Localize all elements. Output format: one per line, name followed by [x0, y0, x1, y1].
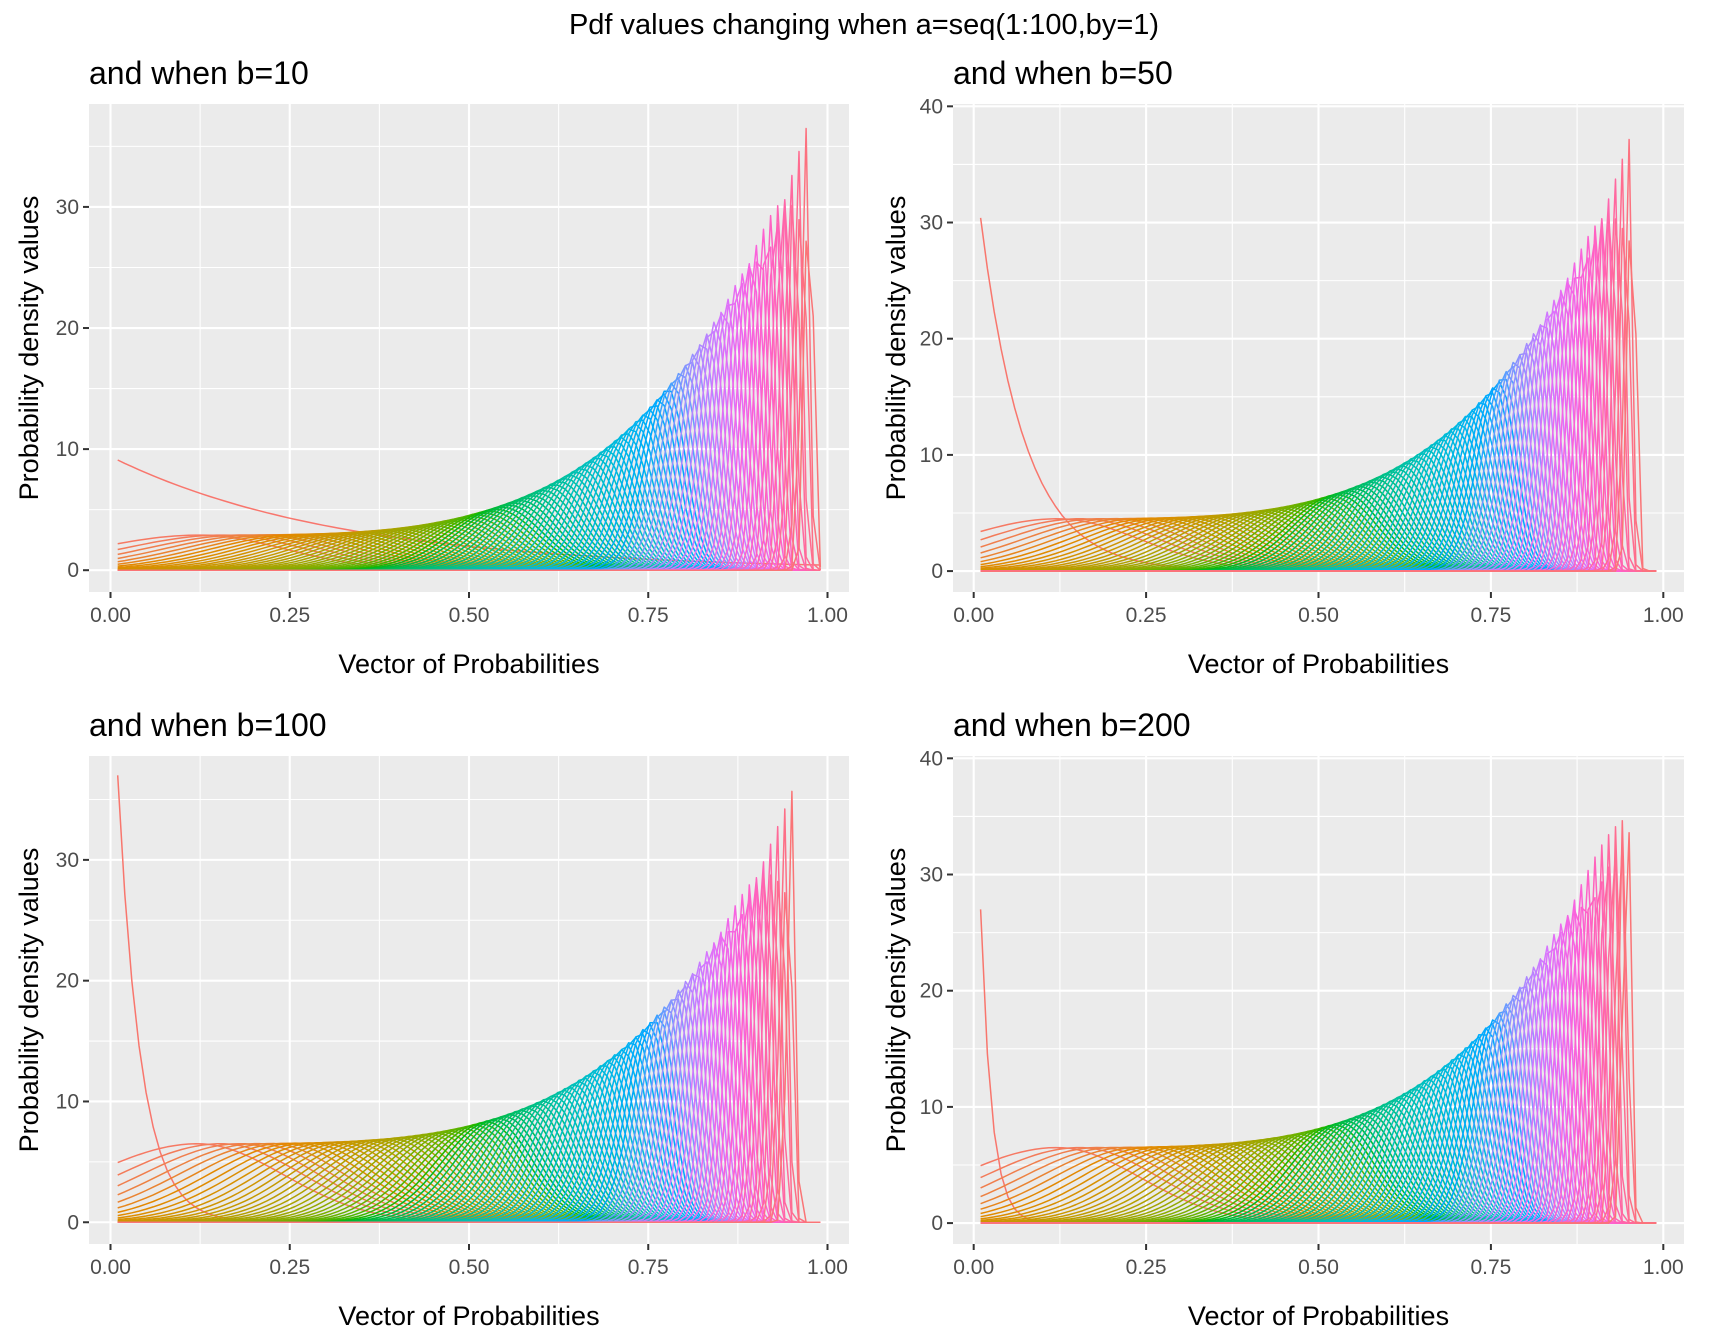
x-tick-label: 0.00	[90, 604, 131, 627]
series-line-a-100	[980, 831, 1657, 1224]
x-tick-label: 0.25	[269, 1256, 310, 1279]
panel-2: and when b=50 0.00 0.25 0.50 0.75 1.00 0 10 20 30…	[881, 55, 1684, 679]
panel-title: and when b=100	[89, 707, 327, 743]
y-axis-title: Probability density values	[881, 848, 911, 1153]
y-tick-label: 10	[920, 444, 943, 467]
x-tick-label: 0.75	[628, 1256, 669, 1279]
panel-1: and when b=10 0.00 0.25 0.50 0.75 1.00 0 10 20 30…	[14, 55, 849, 679]
y-tick-label: 30	[56, 849, 79, 872]
y-tick-label: 0	[931, 560, 943, 583]
x-axis-title: Vector of Probabilities	[338, 1301, 599, 1331]
y-tick-label: 40	[920, 95, 943, 118]
x-tick-label: 1.00	[1643, 604, 1684, 627]
x-tick-label: 0.50	[449, 1256, 490, 1279]
y-tick-label: 0	[67, 559, 79, 582]
x-axis-title: Vector of Probabilities	[1188, 1301, 1449, 1331]
x-tick-label: 0.00	[953, 604, 994, 627]
series-group	[116, 775, 821, 1224]
x-tick-label: 0.00	[953, 1256, 994, 1279]
x-tick-label: 1.00	[807, 1256, 848, 1279]
x-tick-label: 0.25	[269, 604, 310, 627]
x-tick-label: 0.75	[628, 604, 669, 627]
x-tick-label: 0.50	[1298, 1256, 1339, 1279]
panels-container: and when b=10 0.00 0.25 0.50 0.75 1.00 0 10 20 30…	[14, 55, 1684, 1331]
x-tick-label: 0.50	[1298, 604, 1339, 627]
x-tick-label: 0.50	[449, 604, 490, 627]
y-axis-title: Probability density values	[881, 196, 911, 501]
y-tick-label: 30	[920, 212, 943, 235]
series-group	[979, 138, 1657, 572]
y-tick-label: 10	[56, 438, 79, 461]
series-group	[979, 819, 1657, 1224]
x-tick-label: 0.25	[1126, 1256, 1167, 1279]
x-tick-label: 1.00	[1643, 1256, 1684, 1279]
panel-3: and when b=100 0.00 0.25 0.50 0.75 1.00 0 10 20 3…	[14, 707, 849, 1331]
y-tick-label: 0	[67, 1211, 79, 1234]
panel-4: and when b=200 0.00 0.25 0.50 0.75 1.00 0 10 20 3…	[881, 707, 1684, 1331]
figure-title: Pdf values changing when a=seq(1:100,by=…	[569, 9, 1159, 41]
panel-title: and when b=200	[953, 707, 1191, 743]
panel-title: and when b=10	[89, 55, 309, 91]
x-axis-title: Vector of Probabilities	[338, 649, 599, 679]
y-tick-label: 20	[920, 328, 943, 351]
series-line-a-100	[117, 240, 822, 571]
series-group	[117, 127, 822, 571]
y-tick-label: 0	[931, 1212, 943, 1235]
y-tick-label: 40	[920, 747, 943, 770]
x-tick-label: 0.75	[1470, 1256, 1511, 1279]
y-tick-label: 30	[920, 864, 943, 887]
x-tick-label: 0.00	[90, 1256, 131, 1279]
y-axis-title: Probability density values	[14, 196, 44, 501]
x-tick-label: 0.25	[1126, 604, 1167, 627]
series-line-a-100	[980, 240, 1657, 572]
y-tick-label: 20	[56, 317, 79, 340]
y-tick-label: 10	[56, 1090, 79, 1113]
series-line-a-100	[117, 790, 821, 1224]
y-tick-label: 20	[920, 980, 943, 1003]
x-tick-label: 0.75	[1470, 604, 1511, 627]
y-tick-label: 10	[920, 1096, 943, 1119]
y-tick-label: 30	[56, 196, 79, 219]
y-axis-title: Probability density values	[14, 848, 44, 1153]
x-axis-title: Vector of Probabilities	[1188, 649, 1449, 679]
panel-title: and when b=50	[953, 55, 1173, 91]
x-tick-label: 1.00	[807, 604, 848, 627]
y-tick-label: 20	[56, 970, 79, 993]
